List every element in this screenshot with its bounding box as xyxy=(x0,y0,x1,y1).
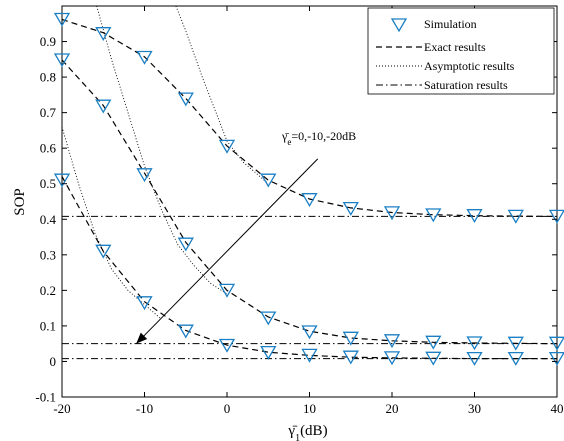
y-tick-label: 0.7 xyxy=(40,105,57,120)
annotation-arrow-head xyxy=(136,332,148,344)
simulation-point xyxy=(425,335,442,350)
simulation-point xyxy=(53,173,71,188)
exact-lines xyxy=(62,18,557,360)
y-tick-label: 0.8 xyxy=(40,70,56,85)
x-axis-title-subscript: 1 xyxy=(295,433,300,441)
simulation-point xyxy=(425,208,442,223)
simulation-point xyxy=(53,12,71,27)
simulation-point xyxy=(136,50,153,65)
legend-saturation-label: Saturation results xyxy=(424,78,508,92)
simulation-point xyxy=(548,336,564,351)
simulation-point xyxy=(260,173,277,188)
y-tick-label: 0.6 xyxy=(40,141,57,156)
y-tick-label: 0.5 xyxy=(40,176,56,191)
simulation-point xyxy=(177,92,194,107)
simulation-point xyxy=(301,348,318,363)
exact-line-1 xyxy=(62,59,557,345)
simulation-point xyxy=(466,336,483,351)
legend-box xyxy=(367,7,555,95)
simulation-point xyxy=(383,206,401,221)
legend-simulation-marker xyxy=(390,18,408,33)
simulation-point xyxy=(383,334,401,349)
simulation-point xyxy=(466,351,483,366)
y-tick-label: 0.1 xyxy=(40,318,56,333)
simulation-point xyxy=(218,338,236,353)
y-tick-label: 0.9 xyxy=(40,34,56,49)
exact-line-0 xyxy=(62,18,557,217)
annotation-values: =0,-10,-20dB xyxy=(291,129,356,143)
simulation-point xyxy=(466,209,483,223)
simulation-point xyxy=(177,237,194,252)
simulation-point xyxy=(548,351,564,366)
simulation-point xyxy=(342,331,359,346)
y-axis-title: SOP xyxy=(12,188,28,216)
simulation-point xyxy=(95,27,112,41)
annotation-arrow-line xyxy=(135,158,319,345)
exact-line-2 xyxy=(62,176,557,360)
annotation-subscript: e xyxy=(287,137,291,147)
y-tick-label: -0.1 xyxy=(35,390,56,405)
x-tick-label: -20 xyxy=(53,401,70,416)
legend-asymptotic-label: Asymptotic results xyxy=(424,59,515,73)
simulation-point xyxy=(260,345,277,360)
asymptotic-line-2 xyxy=(62,126,162,320)
annotation-symbol: γ̄ xyxy=(281,129,289,143)
simulation-point xyxy=(218,283,236,298)
simulation-point xyxy=(507,351,524,366)
legend-simulation-label: Simulation xyxy=(424,17,477,31)
legend-item-simulation: Simulation xyxy=(390,17,477,33)
legend-item-saturation: Saturation results xyxy=(376,78,508,92)
y-tick-label: 0.4 xyxy=(40,212,57,227)
simulation-point xyxy=(301,193,318,207)
x-tick-label: 40 xyxy=(551,401,564,416)
y-tick-label: 0 xyxy=(50,354,57,369)
simulation-point xyxy=(507,209,524,224)
x-axis-ticks: -20 -10 0 10 20 30 40 xyxy=(53,6,564,416)
simulation-point xyxy=(53,53,71,68)
x-axis-title-unit: (dB) xyxy=(300,423,328,439)
legend-exact-label: Exact results xyxy=(424,40,486,54)
simulation-point xyxy=(548,209,564,224)
x-tick-label: 0 xyxy=(224,401,231,416)
simulation-point xyxy=(507,336,524,351)
x-tick-label: 10 xyxy=(303,401,316,416)
legend-item-asymptotic: Asymptotic results xyxy=(376,59,515,73)
simulation-point xyxy=(342,201,359,216)
simulation-point xyxy=(95,99,112,114)
simulation-markers xyxy=(53,12,564,366)
simulation-point xyxy=(260,311,277,326)
annotation-label: γ̄e=0,-10,-20dB xyxy=(281,129,356,147)
x-axis-title: γ̄1(dB) xyxy=(287,423,327,441)
simulation-point xyxy=(301,325,318,340)
annotation-arrow-group: γ̄e=0,-10,-20dB xyxy=(135,129,356,345)
simulation-point xyxy=(218,139,236,154)
legend: Simulation Exact results Asymptotic resu… xyxy=(367,7,555,95)
asymptotic-lines xyxy=(62,6,269,320)
y-tick-label: 0.2 xyxy=(40,283,56,298)
x-axis-title-symbol: γ̄ xyxy=(287,423,298,439)
simulation-point xyxy=(95,244,112,259)
simulation-point xyxy=(342,350,359,365)
simulation-point xyxy=(136,168,153,183)
y-tick-label: 0.3 xyxy=(40,247,56,262)
x-tick-label: 20 xyxy=(386,401,399,416)
legend-item-exact: Exact results xyxy=(376,40,486,54)
simulation-point xyxy=(383,351,401,366)
simulation-point xyxy=(177,324,194,339)
x-tick-label: 30 xyxy=(468,401,481,416)
y-axis-ticks: -0.1 0 0.1 0.2 0.3 0.4 0.5 0.6 0.7 0.8 0.9 xyxy=(35,34,557,405)
asymptotic-line-0 xyxy=(175,6,269,185)
simulation-point xyxy=(425,351,442,366)
simulation-point xyxy=(136,296,153,311)
x-tick-label: -10 xyxy=(136,401,153,416)
